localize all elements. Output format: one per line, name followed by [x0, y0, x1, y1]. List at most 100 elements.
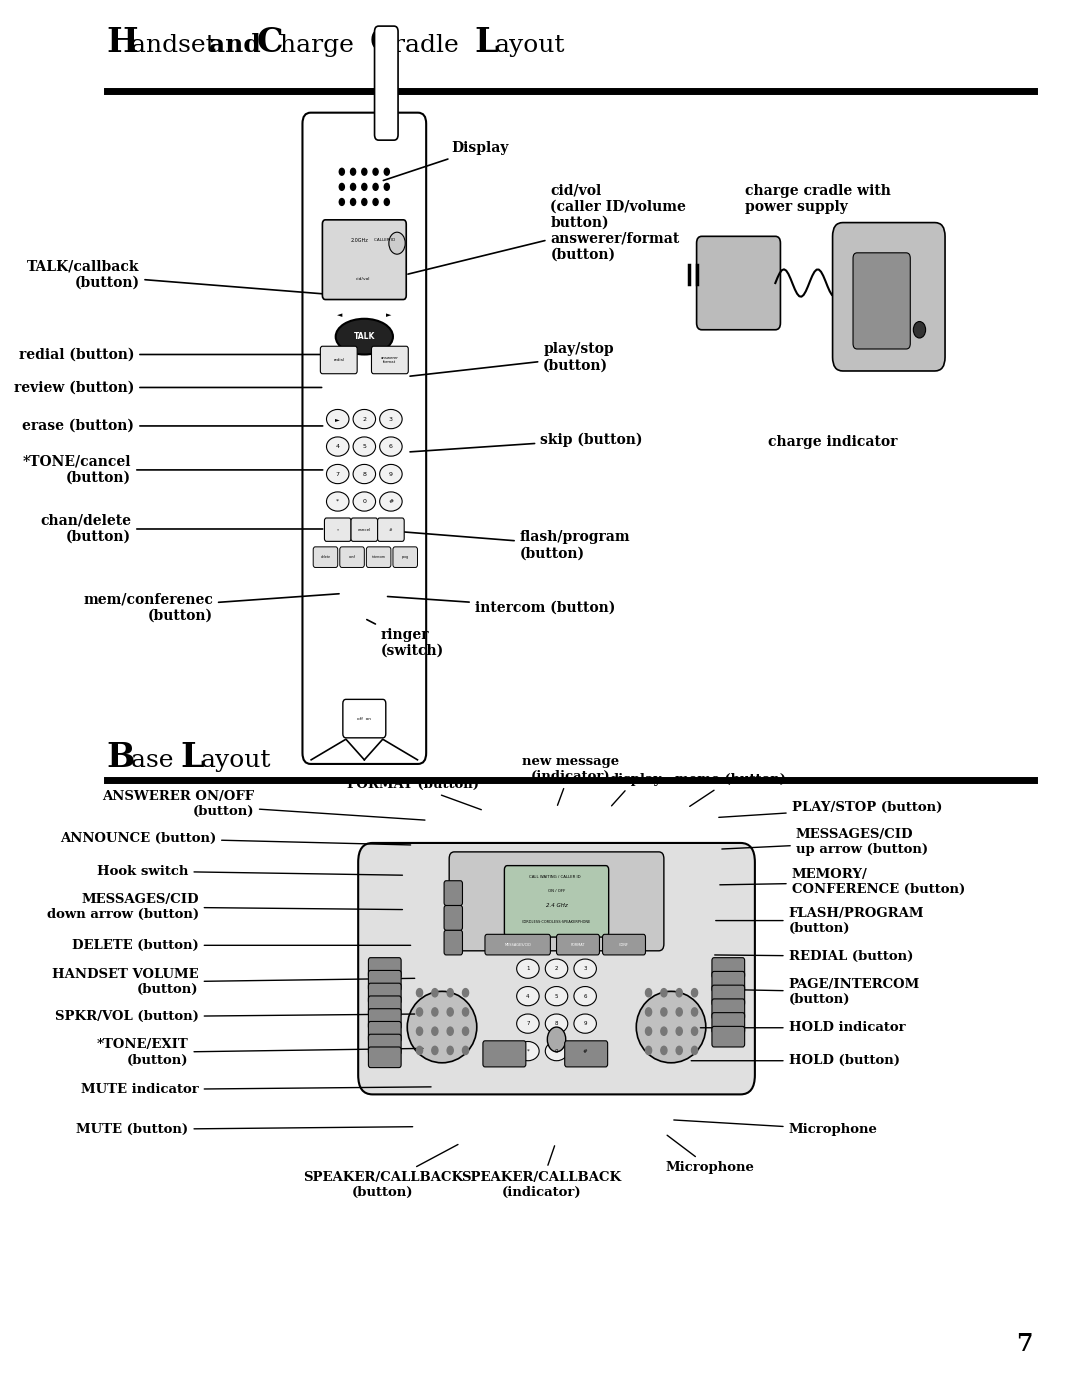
Circle shape [384, 184, 390, 191]
FancyBboxPatch shape [483, 1041, 526, 1066]
Text: 3: 3 [389, 416, 393, 422]
Text: #: # [389, 499, 393, 504]
Circle shape [676, 1047, 683, 1055]
Text: ayout: ayout [201, 749, 271, 772]
Text: review (button): review (button) [14, 381, 322, 394]
Circle shape [417, 989, 422, 998]
Text: cancel: cancel [357, 529, 370, 532]
Ellipse shape [380, 409, 402, 429]
Text: Microphone: Microphone [665, 1135, 754, 1173]
Text: MEMORY/
CONFERENCE (button): MEMORY/ CONFERENCE (button) [720, 868, 964, 896]
Text: FLASH/PROGRAM
(button): FLASH/PROGRAM (button) [716, 907, 924, 934]
Text: and: and [208, 33, 269, 58]
Text: DELETE (button): DELETE (button) [72, 938, 410, 952]
Text: ANSWERER ON/OFF
(button): ANSWERER ON/OFF (button) [102, 790, 424, 820]
Text: ayout: ayout [496, 34, 566, 58]
Text: TALK: TALK [353, 333, 375, 341]
Text: ANNOUNCE (button): ANNOUNCE (button) [59, 831, 410, 845]
Text: display: display [609, 774, 661, 805]
Text: radle: radle [393, 34, 467, 58]
Text: 8: 8 [555, 1021, 558, 1026]
Circle shape [447, 1007, 454, 1017]
Text: 5: 5 [363, 444, 366, 449]
Ellipse shape [516, 987, 539, 1006]
Text: SPEAKER/CALLBACK
(indicator): SPEAKER/CALLBACK (indicator) [461, 1146, 621, 1198]
Circle shape [646, 1047, 651, 1055]
Circle shape [339, 184, 345, 191]
Text: CORDLESS·CORDLESS·SPEAKERPHONE: CORDLESS·CORDLESS·SPEAKERPHONE [522, 921, 591, 923]
FancyBboxPatch shape [444, 930, 462, 955]
Circle shape [548, 1028, 566, 1052]
Text: 3: 3 [583, 966, 586, 971]
FancyBboxPatch shape [342, 699, 386, 738]
Ellipse shape [336, 319, 393, 354]
FancyBboxPatch shape [378, 518, 404, 541]
FancyBboxPatch shape [340, 547, 364, 567]
Ellipse shape [516, 1014, 539, 1033]
Text: MESSAGES/CID
down arrow (button): MESSAGES/CID down arrow (button) [46, 893, 403, 921]
Text: CALLER ID: CALLER ID [374, 239, 395, 242]
FancyBboxPatch shape [351, 518, 378, 541]
FancyBboxPatch shape [368, 984, 401, 1004]
Text: REDIAL (button): REDIAL (button) [715, 949, 913, 963]
Text: SPKR/VOL (button): SPKR/VOL (button) [55, 1010, 415, 1024]
Circle shape [447, 989, 454, 998]
Ellipse shape [516, 1041, 539, 1061]
Text: 6: 6 [389, 444, 393, 449]
Ellipse shape [380, 437, 402, 456]
Circle shape [351, 169, 355, 176]
Text: play/stop
(button): play/stop (button) [410, 342, 613, 376]
Text: *TONE/cancel
(button): *TONE/cancel (button) [23, 455, 323, 485]
Ellipse shape [326, 409, 349, 429]
FancyBboxPatch shape [565, 1041, 608, 1066]
Ellipse shape [407, 992, 476, 1063]
Ellipse shape [326, 492, 349, 511]
Text: 4: 4 [336, 444, 340, 449]
Ellipse shape [326, 464, 349, 484]
Text: C: C [369, 26, 396, 59]
FancyBboxPatch shape [368, 1021, 401, 1041]
Circle shape [462, 1028, 469, 1036]
FancyBboxPatch shape [603, 934, 646, 955]
Circle shape [417, 1007, 422, 1017]
Text: B: B [107, 741, 135, 774]
Text: Hook switch: Hook switch [97, 864, 403, 878]
Ellipse shape [353, 437, 376, 456]
Text: redial (button): redial (button) [18, 348, 322, 361]
Ellipse shape [353, 492, 376, 511]
Circle shape [417, 1047, 422, 1055]
FancyBboxPatch shape [302, 113, 427, 764]
Ellipse shape [516, 959, 539, 978]
Circle shape [676, 1007, 683, 1017]
Text: ase: ase [131, 749, 181, 772]
Text: Microphone: Microphone [674, 1120, 877, 1136]
Circle shape [691, 989, 698, 998]
Text: FORMAT (button): FORMAT (button) [348, 779, 482, 809]
Circle shape [646, 1007, 651, 1017]
Ellipse shape [573, 959, 596, 978]
Text: *: * [336, 499, 339, 504]
FancyBboxPatch shape [368, 1035, 401, 1055]
Text: 0: 0 [363, 499, 366, 504]
Text: redial: redial [334, 359, 345, 361]
Text: *TONE/EXIT
(button): *TONE/EXIT (button) [97, 1039, 423, 1066]
Text: chan/delete
(button): chan/delete (button) [40, 514, 323, 544]
Text: intercom: intercom [372, 555, 386, 559]
Circle shape [462, 1047, 469, 1055]
FancyBboxPatch shape [359, 844, 755, 1094]
Ellipse shape [545, 959, 568, 978]
Text: H: H [107, 26, 138, 59]
Circle shape [384, 169, 390, 176]
Circle shape [432, 989, 437, 998]
Text: answerer
format: answerer format [381, 356, 399, 364]
Circle shape [432, 1007, 437, 1017]
Circle shape [362, 184, 367, 191]
Text: MUTE (button): MUTE (button) [77, 1123, 413, 1136]
Circle shape [691, 1007, 698, 1017]
Ellipse shape [353, 409, 376, 429]
Ellipse shape [573, 987, 596, 1006]
Ellipse shape [573, 1014, 596, 1033]
FancyBboxPatch shape [712, 999, 744, 1020]
Circle shape [432, 1047, 437, 1055]
Text: #: # [583, 1048, 588, 1054]
